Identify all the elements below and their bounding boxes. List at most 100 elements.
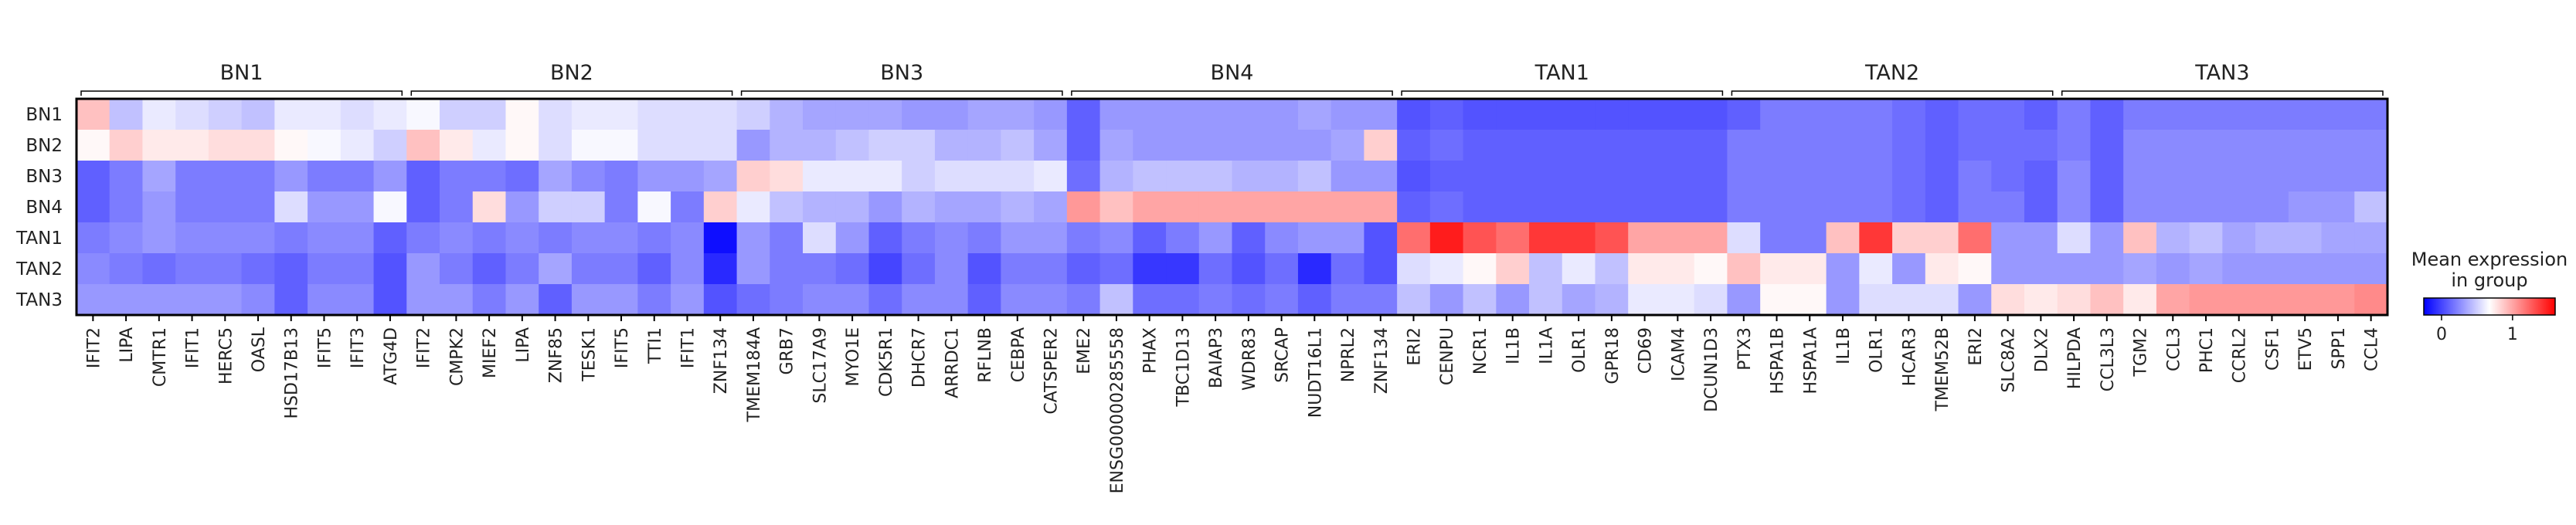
heatmap-cell [241,161,275,192]
heatmap-cell [671,253,705,285]
heatmap-cell [208,130,243,161]
heatmap-cell [1232,222,1266,254]
row-label: TAN1 [15,229,63,249]
heatmap-cell [274,99,308,130]
heatmap-cell [2090,161,2124,192]
heatmap-cell [1166,191,1200,223]
heatmap-cell [703,191,738,223]
heatmap-cell [76,222,110,254]
heatmap-cell [539,222,573,254]
heatmap-cell [637,191,671,223]
column-label: CMTR1 [151,327,170,387]
column-label: DCUN1D3 [1702,327,1721,412]
heatmap-cell [2189,191,2223,223]
heatmap-cell [1265,222,1299,254]
heatmap-cell [1529,284,1563,316]
heatmap-cell [472,99,507,130]
heatmap-cell [1793,222,1827,254]
column-label: ERI2 [1405,327,1425,366]
heatmap-cell [1925,99,1959,130]
heatmap-cell [1397,161,1431,192]
heatmap-cell [2321,99,2355,130]
heatmap-cell [1265,253,1299,285]
column-label: MYO1E [844,327,863,386]
group-bracket [1731,90,2054,96]
heatmap-cell [2255,191,2289,223]
heatmap-cell [2288,161,2323,192]
heatmap-cell [1958,130,1992,161]
column-label: SPP1 [2330,327,2349,370]
heatmap-cell [2057,130,2092,161]
heatmap-cell [671,99,705,130]
heatmap-cells [76,99,2388,316]
heatmap-cell [1892,222,1926,254]
heatmap-cell [1991,253,2025,285]
heatmap-cell [340,99,375,130]
column-label: OLR1 [1570,327,1589,373]
heatmap-cell [2057,99,2092,130]
heatmap-cell [902,191,936,223]
heatmap-cell [803,130,837,161]
heatmap-cell [2255,161,2289,192]
heatmap-cell [736,191,770,223]
heatmap-cell [703,222,738,254]
heatmap-cell [2222,284,2256,316]
heatmap-cell [1133,99,1167,130]
heatmap-cell [2123,191,2157,223]
heatmap-cell [175,222,209,254]
heatmap-cell [1133,130,1167,161]
heatmap-cell [76,284,110,316]
heatmap-cell [76,253,110,285]
heatmap-cell [1793,99,1827,130]
heatmap-cell [208,99,243,130]
column-label: OASL [250,327,269,372]
heatmap-cell [934,99,969,130]
heatmap-cell [1034,253,1068,285]
heatmap-cell [340,253,375,285]
heatmap-cell [803,253,837,285]
column-label: ZNF134 [712,327,731,394]
heatmap-cell [1099,222,1133,254]
column-label: IFIT1 [184,327,203,368]
heatmap-cell [241,130,275,161]
heatmap-cell [472,191,507,223]
heatmap-cell [1166,222,1200,254]
heatmap-cell [1001,284,1035,316]
heatmap-cell [1133,253,1167,285]
heatmap-cell [472,161,507,192]
heatmap-cell [1364,130,1398,161]
heatmap-cell [2288,130,2323,161]
heatmap-cell [1925,284,1959,316]
heatmap-cell [340,284,375,316]
heatmap-cell [2024,99,2058,130]
heatmap-cell [604,222,638,254]
heatmap-cell [1496,253,1530,285]
heatmap-cell [1066,253,1101,285]
heatmap-cell [1793,253,1827,285]
heatmap-cell [803,222,837,254]
heatmap-cell [703,130,738,161]
heatmap-cell [1397,130,1431,161]
heatmap-cell [2222,130,2256,161]
heatmap-cell [1166,130,1200,161]
heatmap-cell [1066,284,1101,316]
heatmap-cell [671,191,705,223]
heatmap-cell [1463,161,1497,192]
heatmap-cell [274,161,308,192]
row-label: BN1 [25,105,63,125]
heatmap-cell [1066,191,1101,223]
heatmap-cell [373,284,407,316]
heatmap-cell [2090,253,2124,285]
column-label: NCR1 [1471,327,1490,374]
heatmap-cell [736,99,770,130]
heatmap-cell [2189,130,2223,161]
heatmap-cell [274,253,308,285]
heatmap-cell [1429,222,1464,254]
heatmap-cell [1727,284,1761,316]
column-label: CATSPER2 [1042,327,1061,415]
column-label: ETV5 [2296,327,2316,371]
heatmap-cell [770,99,804,130]
heatmap-cell [1628,99,1662,130]
column-label: TMEM52B [1933,327,1952,412]
heatmap-cell [1066,99,1101,130]
